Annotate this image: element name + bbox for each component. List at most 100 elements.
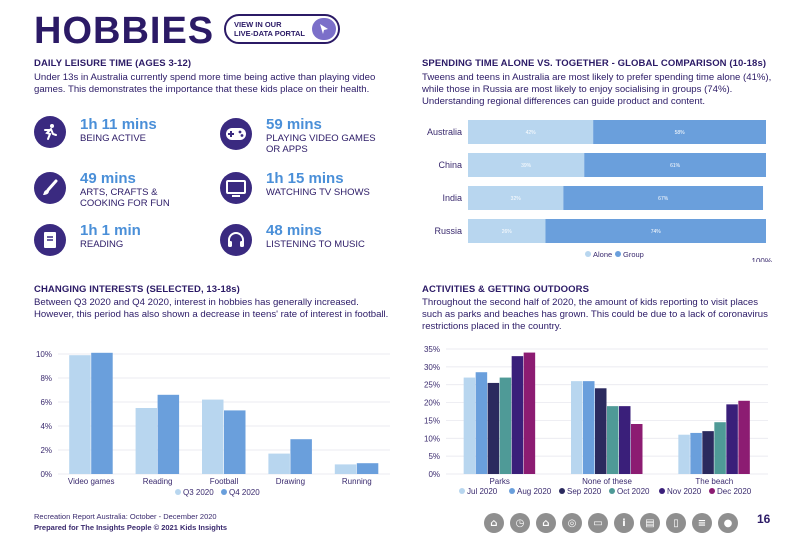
x-tick-label: Running [342, 477, 372, 486]
ball-icon-glyph: ● [723, 517, 733, 529]
basket-icon[interactable]: ▭ [588, 513, 608, 533]
stat-being-active: 1h 11 mins BEING ACTIVE [34, 116, 214, 156]
bar-nov-2020 [619, 406, 631, 474]
bar-group [563, 186, 764, 210]
legend-label: Nov 2020 [667, 487, 702, 496]
tablet-icon[interactable]: ▯ [666, 513, 686, 533]
legend-swatch [509, 488, 515, 494]
info-icon-glyph: i [622, 517, 626, 529]
legend-swatch [585, 251, 591, 257]
bar-jul-2020 [571, 381, 583, 474]
bar-q3-2020 [202, 399, 224, 474]
bar-nov-2020 [726, 404, 738, 474]
x-tick-label: Parks [489, 477, 509, 486]
outdoors-heading: ACTIVITIES & GETTING OUTDOORS [422, 284, 590, 295]
stat-label: BEING ACTIVE [80, 133, 146, 144]
page-title: HOBBIES [34, 10, 215, 52]
bar-group [545, 219, 766, 243]
bar-aug-2020 [475, 372, 488, 474]
spending-heading: SPENDING TIME ALONE VS. TOGETHER - GLOBA… [422, 58, 767, 69]
bar-q3-2020 [268, 453, 290, 474]
y-tick-label: 25% [424, 381, 440, 390]
live-data-portal-button[interactable]: VIEW IN OUR LIVE-DATA PORTAL [224, 14, 340, 44]
bar-q3-2020 [334, 464, 357, 474]
y-tick-label: 30% [424, 363, 440, 372]
interests-text: Between Q3 2020 and Q4 2020, interest in… [34, 297, 389, 320]
legend-swatch [609, 488, 615, 494]
legend-swatch [709, 488, 715, 494]
bar-q3-2020 [69, 355, 91, 474]
ball-icon[interactable]: ● [718, 513, 738, 533]
page-number: 16 [757, 512, 771, 526]
house-icon[interactable]: ⌂ [536, 513, 556, 533]
house-icon-glyph: ⌂ [542, 517, 550, 529]
bar-dec-2020 [523, 352, 536, 474]
y-tick-label: 20% [424, 399, 440, 408]
data-label: 39% [521, 163, 532, 169]
data-label: 26% [502, 229, 513, 235]
footer-nav: ⌂ ◷ ⌂ ◎ ▭ i ▤ ▯ ≡ ● [484, 513, 738, 533]
tv-icon [220, 172, 252, 204]
stat-watching-tv: 1h 15 mins WATCHING TV SHOWS [220, 170, 400, 210]
clock-icon-glyph: ◷ [515, 517, 525, 529]
info-icon[interactable]: i [614, 513, 634, 533]
x-tick-label: Reading [143, 477, 173, 486]
x-tick-label: None of these [582, 477, 632, 486]
stat-label: WATCHING TV SHOWS [266, 187, 370, 198]
axis-max-label: 100% [752, 257, 772, 262]
legend-label: Sep 2020 [567, 487, 602, 496]
stat-value: 49 mins [80, 170, 136, 187]
legend-swatch [459, 488, 465, 494]
spending-chart: Australia 42% 58% China 39% 61% India 32% 67% Rus… [427, 120, 772, 262]
stat-value: 1h 11 mins [80, 116, 157, 133]
home-icon-glyph: ⌂ [490, 517, 498, 529]
bar-jul-2020 [463, 377, 476, 474]
gamepad-icon [220, 118, 252, 150]
clock-icon[interactable]: ◷ [510, 513, 530, 533]
data-label: 32% [511, 196, 522, 202]
gamepad-icon[interactable]: ◎ [562, 513, 582, 533]
bar-dec-2020 [631, 424, 643, 474]
stat-label: LISTENING TO MUSIC [266, 239, 365, 250]
stat-video-games: 59 mins PLAYING VIDEO GAMES OR APPS [220, 116, 400, 156]
stat-label: ARTS, CRAFTS & [80, 187, 158, 198]
paintbrush-icon [34, 172, 66, 204]
bar-alone [468, 186, 564, 210]
stat-arts-crafts: 49 mins ARTS, CRAFTS & COOKING FOR FUN [34, 170, 214, 214]
bar-q4-2020 [224, 410, 246, 474]
bar-group [584, 153, 766, 177]
bar-alone [468, 153, 585, 177]
legend-label: Aug 2020 [517, 487, 552, 496]
category-label: Australia [427, 127, 462, 137]
outdoors-chart: 0% 5% 10% 15% 20% 25% 30% 35% Parks None of these… [424, 345, 768, 496]
x-tick-label: Video games [68, 477, 115, 486]
legend-swatch [221, 489, 227, 495]
home-icon[interactable]: ⌂ [484, 513, 504, 533]
burger-icon[interactable]: ≡ [692, 513, 712, 533]
footer-copyright: Prepared for The Insights People © 2021 … [34, 523, 228, 532]
leisure-text: Under 13s in Australia currently spend m… [34, 72, 376, 95]
legend-swatch [559, 488, 565, 494]
stat-label: OR APPS [266, 144, 308, 155]
y-tick-label: 10% [36, 350, 52, 359]
footer-report-title: Recreation Report Australia: October - D… [34, 512, 217, 521]
bar-sep-2020 [702, 431, 714, 474]
tablet-icon-glyph: ▯ [673, 517, 679, 529]
legend-label: Q3 2020 [183, 488, 214, 497]
interests-chart: 0% 2% 4% 6% 8% 10% Video games Reading Football D… [36, 350, 390, 497]
bar-oct-2020 [714, 422, 726, 474]
legend-label: Group [623, 250, 644, 259]
bar-jul-2020 [678, 434, 690, 474]
bar-q4-2020 [157, 394, 180, 474]
portal-label-line1: VIEW IN OUR [234, 20, 282, 29]
legend-swatch [175, 489, 181, 495]
book-icon[interactable]: ▤ [640, 513, 660, 533]
category-label: China [438, 160, 462, 170]
bar-sep-2020 [595, 388, 607, 474]
basket-icon-glyph: ▭ [593, 517, 603, 529]
bar-group [593, 120, 766, 144]
legend-label: Jul 2020 [467, 487, 498, 496]
y-tick-label: 35% [424, 345, 440, 354]
data-label: 42% [526, 130, 537, 136]
y-tick-label: 10% [424, 434, 440, 443]
